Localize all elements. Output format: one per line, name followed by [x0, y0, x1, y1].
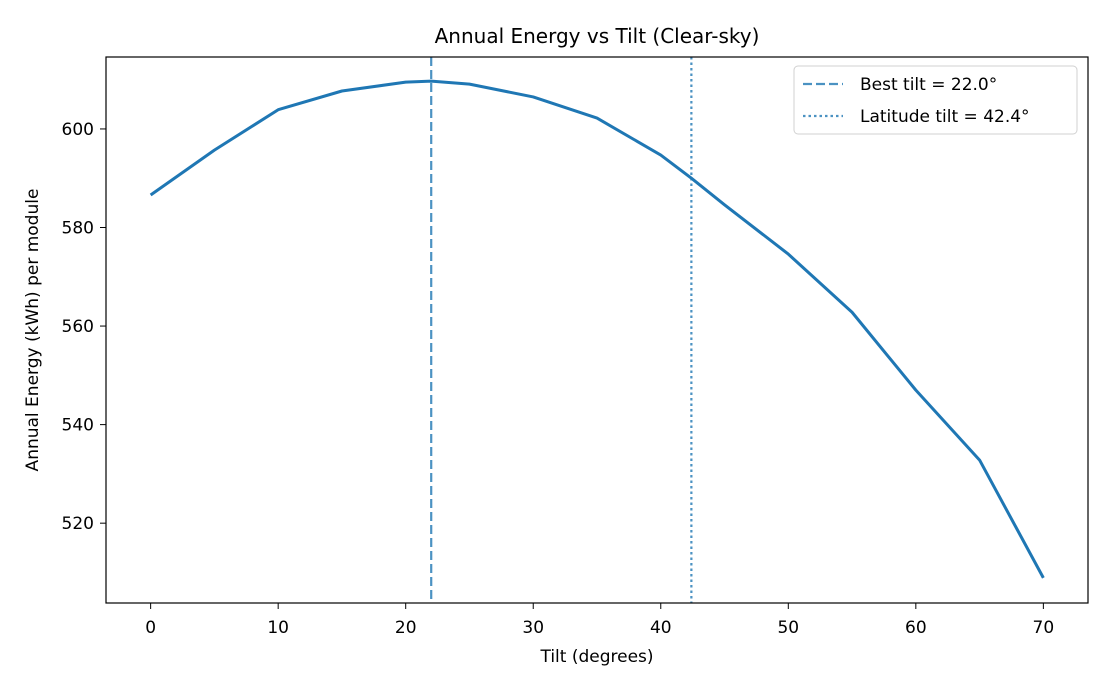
legend-label: Latitude tilt = 42.4°	[860, 107, 1030, 127]
legend-label: Best tilt = 22.0°	[860, 75, 997, 95]
data-line	[149, 79, 1045, 579]
y-tick-label: 600	[62, 120, 94, 140]
y-axis-label: Annual Energy (kWh) per module	[23, 189, 43, 472]
x-tick-label: 20	[395, 618, 417, 638]
x-tick-label: 60	[905, 618, 927, 638]
x-tick-label: 30	[522, 618, 544, 638]
x-tick-label: 0	[145, 618, 156, 638]
x-tick-label: 40	[650, 618, 672, 638]
plot-frame	[105, 56, 1089, 604]
y-tick-label: 580	[62, 219, 94, 239]
y-tick-label: 520	[62, 514, 94, 534]
x-axis-label: Tilt (degrees)	[539, 647, 653, 667]
x-tick-label: 70	[1033, 618, 1055, 638]
y-tick-label: 540	[62, 416, 94, 436]
y-tick-label: 560	[62, 317, 94, 337]
x-tick-label: 10	[267, 618, 289, 638]
x-tick-label: 50	[777, 618, 799, 638]
legend-box	[793, 65, 1078, 135]
chart-title: Annual Energy vs Tilt (Clear-sky)	[435, 24, 760, 48]
